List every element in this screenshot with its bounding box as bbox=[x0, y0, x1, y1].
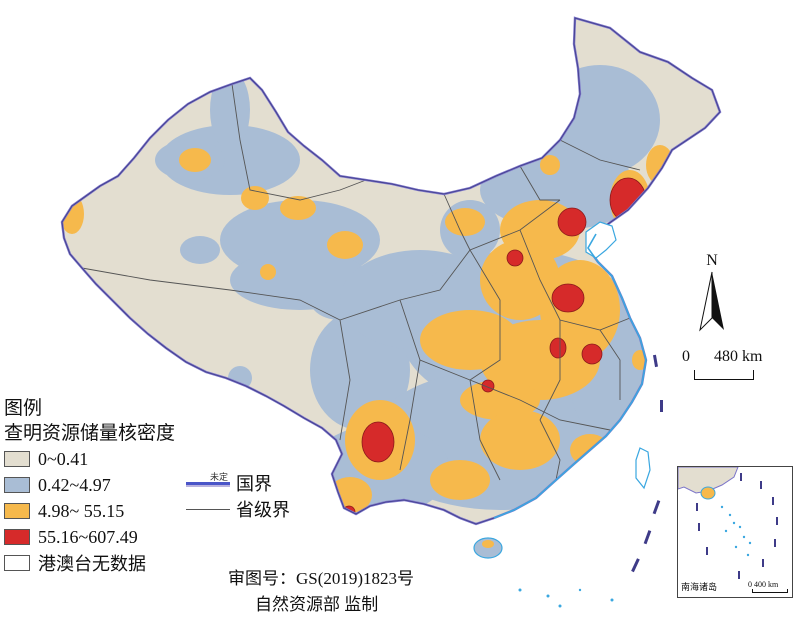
legend-class-label: 0.42~4.97 bbox=[38, 474, 111, 495]
national-boundary-label: 国界 bbox=[236, 474, 272, 494]
north-label: N bbox=[706, 252, 718, 269]
maritime-boundary bbox=[631, 354, 663, 573]
south-china-sea-inset: 南海诸岛 0 400 km bbox=[677, 466, 793, 598]
coastline bbox=[493, 233, 647, 519]
inset-map bbox=[677, 466, 778, 579]
provincial-boundary-label: 省级界 bbox=[236, 500, 290, 520]
legend-class-2: 4.98~ 55.15 bbox=[4, 498, 214, 524]
legend-class-0: 0~0.41 bbox=[4, 446, 214, 472]
legend: 图例 查明资源储量核密度 0~0.41 0.42~4.97 4.98~ 55.15 5… bbox=[4, 398, 214, 576]
national-boundary-symbol: 未定 bbox=[186, 472, 230, 489]
provincial-boundary-symbol bbox=[186, 503, 230, 515]
scale-zero: 0 bbox=[682, 348, 690, 365]
provincial-boundaries bbox=[81, 83, 641, 481]
legend-swatch bbox=[4, 529, 30, 545]
islands bbox=[518, 588, 614, 608]
legend-swatch bbox=[4, 477, 30, 493]
legend-swatch bbox=[4, 555, 30, 571]
taiwan bbox=[635, 447, 651, 490]
inset-label: 南海诸岛 bbox=[681, 582, 718, 592]
density-class-red bbox=[342, 177, 647, 519]
undetermined-label: 未定 bbox=[210, 472, 229, 482]
map-approval-number: 审图号：GS(2019)1823号 bbox=[228, 569, 415, 588]
legend-swatch bbox=[4, 503, 30, 519]
legend-swatch bbox=[4, 451, 30, 467]
boundary-legend: 未定 国界 省级界 bbox=[186, 470, 290, 522]
legend-class-1: 0.42~4.97 bbox=[4, 472, 214, 498]
legend-subtitle: 查明资源储量核密度 bbox=[4, 423, 176, 444]
legend-class-label: 港澳台无数据 bbox=[38, 554, 146, 574]
legend-class-label: 0~0.41 bbox=[38, 448, 89, 469]
scale-bar-graphic bbox=[694, 370, 754, 380]
map-supervision: 自然资源部 监制 bbox=[255, 595, 379, 614]
legend-class-4: 港澳台无数据 bbox=[4, 550, 214, 576]
north-arrow: N bbox=[694, 252, 730, 339]
legend-provincial-boundary: 省级界 bbox=[186, 496, 290, 522]
north-arrow-icon bbox=[699, 271, 724, 332]
inset-scale-label: 0 400 km bbox=[748, 580, 779, 589]
legend-class-label: 4.98~ 55.15 bbox=[38, 500, 125, 521]
inset-scale-bar bbox=[752, 589, 788, 593]
legend-national-boundary: 未定 国界 bbox=[186, 470, 290, 496]
scale-distance: 480 km bbox=[714, 348, 763, 365]
legend-class-3: 55.16~607.49 bbox=[4, 524, 214, 550]
legend-class-label: 55.16~607.49 bbox=[38, 526, 138, 547]
legend-title: 图例 bbox=[4, 398, 43, 419]
density-class-orange bbox=[62, 145, 674, 513]
bohai-sea bbox=[585, 221, 617, 259]
